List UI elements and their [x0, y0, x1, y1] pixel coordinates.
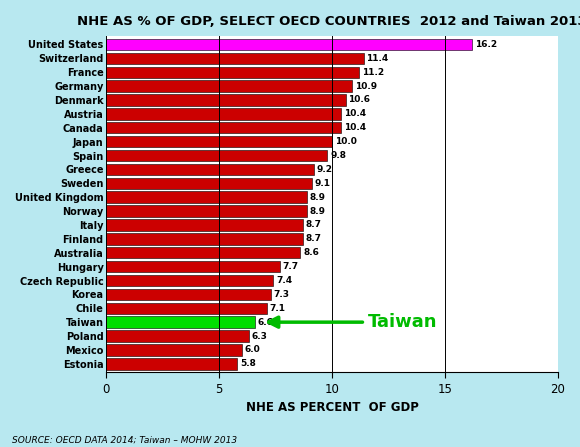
Text: 9.8: 9.8 — [330, 151, 346, 160]
Bar — [106, 219, 303, 231]
Text: 10.4: 10.4 — [344, 123, 366, 132]
Bar — [106, 344, 242, 356]
Text: 10.0: 10.0 — [335, 137, 357, 146]
Bar — [106, 177, 311, 189]
Bar — [106, 67, 359, 78]
Text: 7.3: 7.3 — [274, 290, 290, 299]
Bar — [106, 80, 352, 92]
Bar — [106, 233, 303, 245]
Text: 9.2: 9.2 — [317, 165, 333, 174]
Bar — [106, 191, 307, 203]
Bar — [106, 261, 280, 272]
Bar — [106, 275, 273, 286]
Bar — [106, 150, 328, 161]
Text: 8.6: 8.6 — [303, 248, 319, 257]
Text: 10.9: 10.9 — [355, 82, 377, 91]
Text: 10.4: 10.4 — [344, 110, 366, 118]
Bar — [106, 247, 300, 258]
Text: 8.7: 8.7 — [305, 234, 321, 243]
Bar — [106, 39, 472, 50]
Text: 7.4: 7.4 — [276, 276, 292, 285]
Bar — [106, 108, 341, 119]
Bar — [106, 136, 332, 148]
Bar — [106, 330, 248, 342]
Text: 5.8: 5.8 — [240, 359, 256, 368]
Text: 10.6: 10.6 — [348, 96, 370, 105]
Text: 9.1: 9.1 — [314, 179, 331, 188]
Bar — [106, 94, 346, 105]
Bar — [106, 122, 341, 134]
Text: 6.6: 6.6 — [258, 318, 274, 327]
Text: 6.0: 6.0 — [244, 346, 260, 354]
X-axis label: NHE AS PERCENT  OF GDP: NHE AS PERCENT OF GDP — [245, 401, 418, 414]
Bar — [106, 205, 307, 217]
Bar — [106, 164, 314, 175]
Text: 6.3: 6.3 — [251, 332, 267, 341]
Text: 8.9: 8.9 — [310, 193, 326, 202]
Text: 8.7: 8.7 — [305, 220, 321, 229]
Bar — [106, 53, 364, 64]
Text: SOURCE: OECD DATA 2014; Taiwan – MOHW 2013: SOURCE: OECD DATA 2014; Taiwan – MOHW 20… — [12, 436, 237, 445]
Text: 11.4: 11.4 — [367, 54, 389, 63]
Text: 7.7: 7.7 — [283, 262, 299, 271]
Text: 7.1: 7.1 — [269, 304, 285, 313]
Title: NHE AS % OF GDP, SELECT OECD COUNTRIES  2012 and Taiwan 2013: NHE AS % OF GDP, SELECT OECD COUNTRIES 2… — [77, 15, 580, 28]
Text: 11.2: 11.2 — [362, 67, 384, 77]
Bar — [106, 316, 255, 328]
Bar — [106, 358, 237, 370]
Text: Taiwan: Taiwan — [269, 313, 437, 331]
Bar — [106, 303, 267, 314]
Text: 8.9: 8.9 — [310, 207, 326, 215]
Bar — [106, 289, 271, 300]
Text: 16.2: 16.2 — [474, 40, 496, 49]
